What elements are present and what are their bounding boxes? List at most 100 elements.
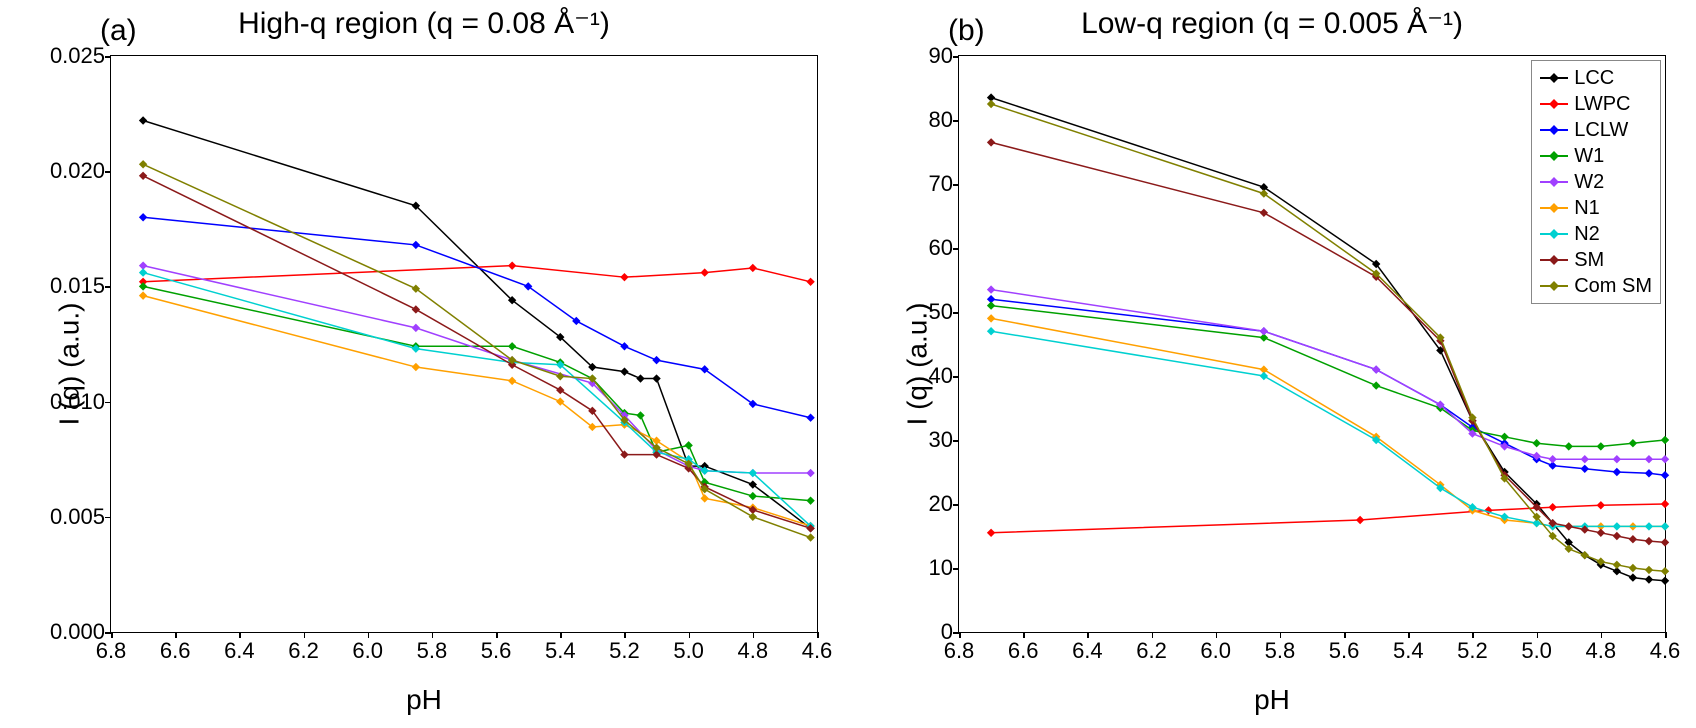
series-line-LWPC [991,504,1665,533]
legend-swatch-line [1540,233,1568,235]
legend-swatch-line [1540,181,1568,183]
series-marker-N2 [988,328,995,335]
xtick-label: 5.8 [417,632,448,664]
series-marker-W1 [685,442,692,449]
series-marker-N1 [701,495,708,502]
ytick-label: 0 [941,619,959,645]
xtick-label: 5.0 [1521,632,1552,664]
legend-swatch-marker [1549,73,1559,83]
ytick-label: 0.015 [50,273,111,299]
ytick-label: 90 [929,43,959,69]
series-marker-SM [1645,538,1652,545]
series-marker-N1 [509,377,516,384]
legend-item-N1: N1 [1540,195,1652,221]
series-marker-LCC [140,117,147,124]
series-marker-LWPC [988,529,995,536]
series-marker-LCLW [140,214,147,221]
ytick-label: 0.020 [50,158,111,184]
series-marker-LCC [621,368,628,375]
series-marker-W2 [807,470,814,477]
panel-a-plot: 6.86.66.46.26.05.85.65.45.25.04.84.60.00… [110,55,818,633]
legend-label: Com SM [1574,273,1652,299]
legend: LCCLWPCLCLWW1W2N1N2SMCom SM [1531,60,1661,304]
ytick-label: 30 [929,427,959,453]
series-marker-LWPC [701,269,708,276]
legend-label: W2 [1574,169,1604,195]
panel-b-titlebar: (b) Low-q region (q = 0.005 Å⁻¹) [848,6,1696,41]
series-marker-LCLW [807,414,814,421]
legend-swatch-line [1540,129,1568,131]
legend-item-LCLW: LCLW [1540,117,1652,143]
xtick-label: 5.0 [673,632,704,664]
ytick-label: 0.010 [50,389,111,415]
series-marker-SM [1260,209,1267,216]
xtick-label: 6.0 [352,632,383,664]
xtick-label: 5.4 [1393,632,1424,664]
legend-swatch-line [1540,285,1568,287]
series-marker-W1 [1597,443,1604,450]
legend-label: LCC [1574,65,1614,91]
series-marker-W1 [1565,443,1572,450]
series-marker-ComSM [807,534,814,541]
ytick-label: 10 [929,555,959,581]
series-marker-N2 [1260,373,1267,380]
series-marker-W1 [988,302,995,309]
panel-a-title: High-q region (q = 0.08 Å⁻¹) [238,6,610,41]
legend-item-ComSM: Com SM [1540,273,1652,299]
series-marker-ComSM [1662,568,1669,575]
series-marker-W1 [1373,382,1380,389]
series-marker-SM [1597,529,1604,536]
series-marker-LCLW [412,241,419,248]
series-marker-LWPC [1597,502,1604,509]
legend-label: N2 [1574,221,1600,247]
series-line-N1 [991,318,1665,526]
legend-label: LWPC [1574,91,1630,117]
legend-swatch-line [1540,77,1568,79]
series-marker-W1 [1629,440,1636,447]
legend-swatch-marker [1549,99,1559,109]
series-marker-LWPC [1662,501,1669,508]
ytick-label: 40 [929,363,959,389]
ytick-label: 70 [929,171,959,197]
series-marker-W2 [1260,328,1267,335]
ytick-label: 0.000 [50,619,111,645]
legend-swatch-marker [1549,255,1559,265]
series-marker-LWPC [509,262,516,269]
legend-swatch-line [1540,103,1568,105]
series-marker-W1 [1501,433,1508,440]
series-marker-LCLW [621,343,628,350]
ytick-label: 50 [929,299,959,325]
series-marker-W1 [509,343,516,350]
legend-swatch-marker [1549,151,1559,161]
series-line-LCLW [143,217,810,417]
panel-a-xlabel: pH [0,684,848,716]
xtick-label: 6.2 [288,632,319,664]
legend-item-W1: W1 [1540,143,1652,169]
series-line-W1 [991,306,1665,447]
series-marker-W2 [412,324,419,331]
series-marker-W2 [988,286,995,293]
series-marker-N1 [412,364,419,371]
legend-label: SM [1574,247,1604,273]
legend-item-LCC: LCC [1540,65,1652,91]
series-marker-SM [1613,533,1620,540]
series-marker-LCLW [653,357,660,364]
panel-a-titlebar: (a) High-q region (q = 0.08 Å⁻¹) [0,6,848,41]
series-marker-W2 [1581,456,1588,463]
series-marker-LCC [637,375,644,382]
xtick-label: 6.2 [1136,632,1167,664]
series-marker-ComSM [1613,561,1620,568]
series-layer [111,56,817,632]
series-line-N2 [143,273,810,526]
legend-item-W2: W2 [1540,169,1652,195]
xtick-label: 6.6 [160,632,191,664]
series-marker-SM [1565,523,1572,530]
series-marker-W1 [749,493,756,500]
series-marker-LCLW [1645,470,1652,477]
series-marker-N1 [988,315,995,322]
figure: (a) High-q region (q = 0.08 Å⁻¹) I (q) (… [0,0,1696,728]
series-line-W2 [143,266,810,473]
series-marker-N2 [1613,523,1620,530]
series-marker-N2 [140,269,147,276]
series-marker-LCC [1629,574,1636,581]
